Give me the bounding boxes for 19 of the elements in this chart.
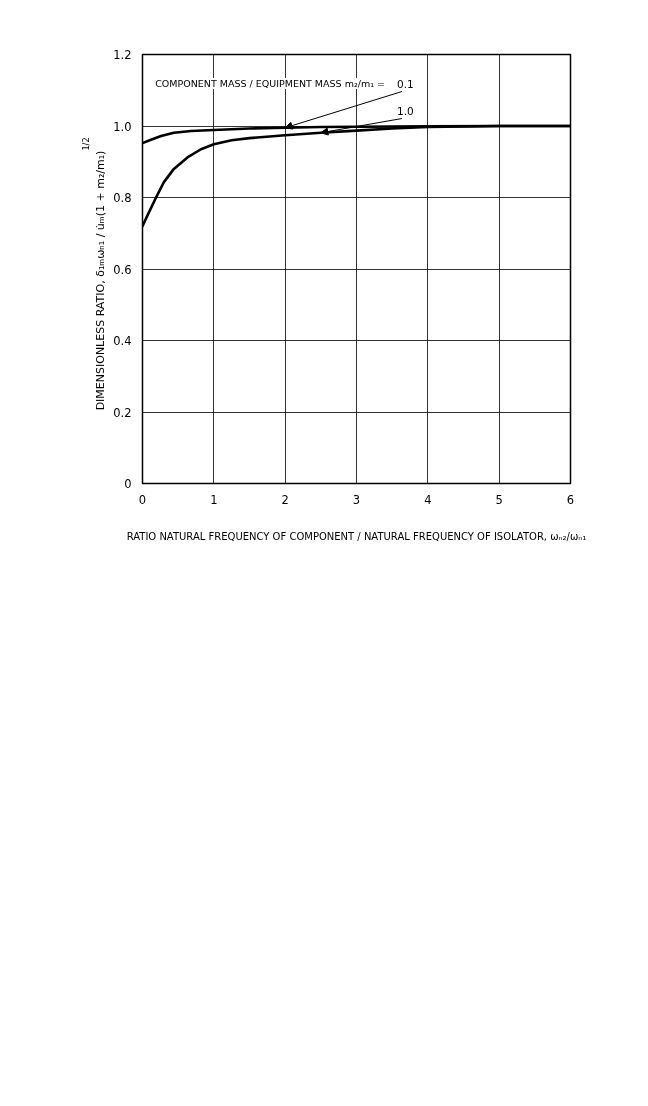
y-tick-label: 1.0 bbox=[113, 119, 132, 134]
y-tick-label: 0.8 bbox=[113, 191, 132, 205]
x-tick-label: 6 bbox=[566, 492, 575, 507]
x-tick-label: 2 bbox=[281, 492, 289, 507]
x-tick-label: 0 bbox=[138, 492, 147, 507]
x-tick-label: 4 bbox=[424, 492, 432, 507]
y-axis-title: DIMENSIONLESS RATIO, δ₁ₘωₙ₁ / u̇ₘ(1 + m₂/m₁)1/2 bbox=[81, 137, 107, 411]
y-tick-label: 0.2 bbox=[113, 405, 132, 420]
x-tick-label: 5 bbox=[495, 492, 503, 507]
y-tick-label: 0 bbox=[124, 477, 132, 491]
y-tick-label: 0.6 bbox=[113, 262, 132, 277]
series-label: 1.0 bbox=[396, 104, 414, 117]
annotation: COMPONENT MASS / EQUIPMENT MASS m₂/m₁ = bbox=[155, 78, 385, 89]
y-tick-label: 0.4 bbox=[113, 334, 132, 348]
x-axis-title: RATIO NATURAL FREQUENCY OF COMPONENT / NATURAL FREQUENCY OF ISOLATOR, ωₙ₂/ωₙ₁ bbox=[126, 530, 587, 542]
text: 0.1 bbox=[396, 77, 414, 90]
y-tick-label: 1.2 bbox=[113, 48, 132, 62]
x-tick-label: 1 bbox=[210, 492, 218, 507]
x-tick-label: 3 bbox=[352, 492, 361, 507]
